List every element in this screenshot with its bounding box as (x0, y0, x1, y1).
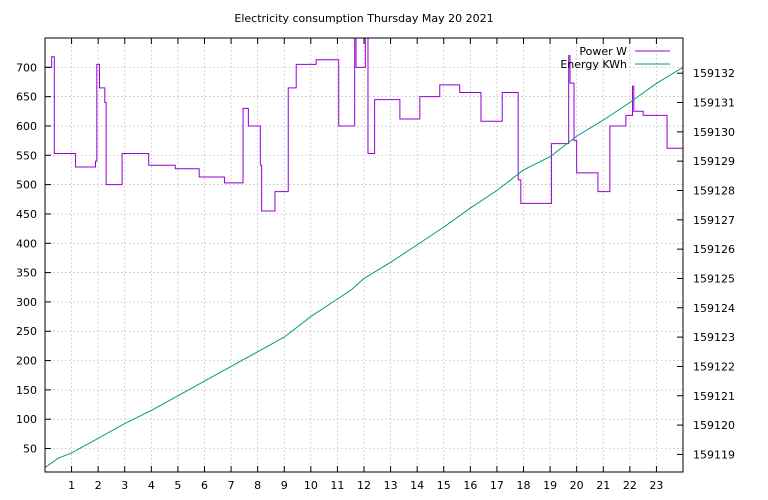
x-tick-label: 1 (68, 479, 75, 492)
x-tick-label: 17 (490, 479, 504, 492)
x-tick-label: 10 (304, 479, 318, 492)
y-tick-label: 700 (16, 61, 37, 74)
y-tick-label: 300 (16, 296, 37, 309)
x-tick-label: 23 (649, 479, 663, 492)
y-tick-label: 350 (16, 267, 37, 280)
x-tick-label: 12 (357, 479, 371, 492)
x-tick-label: 22 (623, 479, 637, 492)
x-tick-label: 20 (570, 479, 584, 492)
y-tick-label: 100 (16, 413, 37, 426)
y-tick-label: 250 (16, 325, 37, 338)
x-tick-label: 18 (517, 479, 531, 492)
y-tick-label: 400 (16, 237, 37, 250)
y-tick-label: 450 (16, 208, 37, 221)
y-tick-label: 200 (16, 355, 37, 368)
y2-tick-label: 159126 (693, 243, 735, 256)
series-line-power (45, 38, 683, 212)
y2-tick-label: 159122 (693, 360, 735, 373)
tick-layer: 1 2 3 4 5 6 7 8 9 10 11 12 13 14 15 16 17 18 19 20 21 22 23501… (16, 38, 735, 492)
grid-layer (45, 38, 683, 472)
y2-tick-label: 159125 (693, 272, 735, 285)
x-tick-label: 9 (281, 479, 288, 492)
series-line-energy (45, 66, 683, 469)
y-tick-label: 50 (23, 443, 37, 456)
x-tick-label: 19 (543, 479, 557, 492)
y-tick-label: 600 (16, 120, 37, 133)
y2-tick-label: 159128 (693, 184, 735, 197)
x-tick-label: 5 (174, 479, 181, 492)
y-tick-label: 150 (16, 384, 37, 397)
x-tick-label: 16 (463, 479, 477, 492)
legend-label-power: Power W (579, 45, 627, 58)
y-tick-label: 500 (16, 179, 37, 192)
y2-tick-label: 159119 (693, 448, 735, 461)
x-tick-label: 2 (95, 479, 102, 492)
x-tick-label: 6 (201, 479, 208, 492)
x-tick-label: 8 (254, 479, 261, 492)
y2-tick-label: 159129 (693, 155, 735, 168)
x-tick-label: 15 (437, 479, 451, 492)
x-tick-label: 4 (148, 479, 155, 492)
y2-tick-label: 159131 (693, 97, 735, 110)
y2-tick-label: 159124 (693, 302, 735, 315)
y2-tick-label: 159130 (693, 126, 735, 139)
x-tick-label: 3 (121, 479, 128, 492)
y-tick-label: 550 (16, 149, 37, 162)
y2-tick-label: 159120 (693, 419, 735, 432)
y2-tick-label: 159127 (693, 214, 735, 227)
y2-tick-label: 159132 (693, 67, 735, 80)
y2-tick-label: 159123 (693, 331, 735, 344)
legend-label-energy: Energy KWh (560, 58, 627, 71)
legend: Power W Energy KWh (560, 45, 670, 71)
y2-tick-label: 159121 (693, 390, 735, 403)
x-tick-label: 21 (596, 479, 610, 492)
x-tick-label: 11 (330, 479, 344, 492)
y-tick-label: 650 (16, 91, 37, 104)
x-tick-label: 13 (384, 479, 398, 492)
x-tick-label: 14 (410, 479, 424, 492)
series-layer (45, 38, 683, 469)
chart-title: Electricity consumption Thursday May 20 … (234, 12, 493, 25)
x-tick-label: 7 (228, 479, 235, 492)
